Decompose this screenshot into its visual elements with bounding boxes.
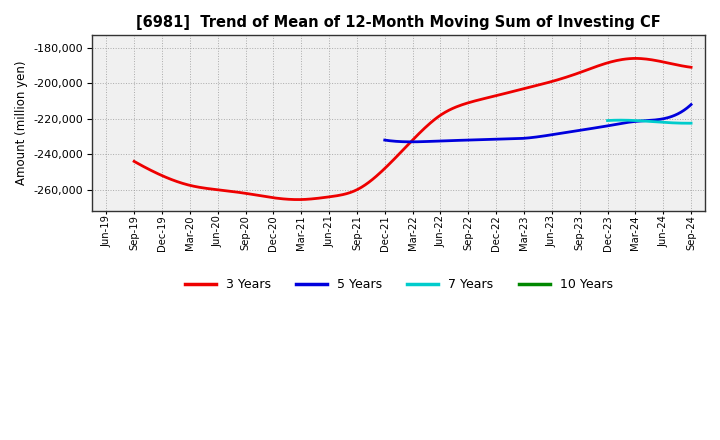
Legend: 3 Years, 5 Years, 7 Years, 10 Years: 3 Years, 5 Years, 7 Years, 10 Years [179, 273, 618, 296]
Y-axis label: Amount (million yen): Amount (million yen) [15, 61, 28, 185]
Title: [6981]  Trend of Mean of 12-Month Moving Sum of Investing CF: [6981] Trend of Mean of 12-Month Moving … [136, 15, 661, 30]
